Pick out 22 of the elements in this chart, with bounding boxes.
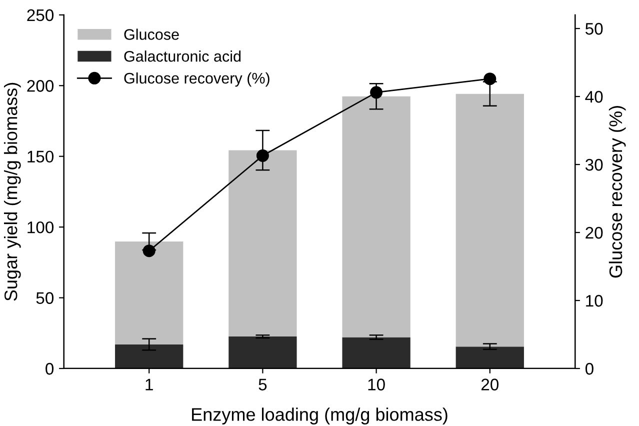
y-tick-label: 50 <box>36 292 54 304</box>
y-tick-label: 100 <box>28 221 54 234</box>
y-axis-title: Sugar yield (mg/g biomass) <box>4 82 21 301</box>
legend-label: Glucose <box>124 28 179 40</box>
y2-tick-label: 30 <box>585 158 603 171</box>
x-tick-label: 20 <box>481 378 499 390</box>
y2-tick-label: 40 <box>585 90 603 103</box>
y2-axis-title: Glucose recovery (%) <box>608 106 626 278</box>
legend-label: Galacturonic acid <box>124 50 241 62</box>
x-axis-title: Enzyme loading (mg/g biomass) <box>192 408 448 424</box>
x-tick-label: 1 <box>146 378 153 390</box>
legend-label: Glucose recovery (%) <box>124 72 270 87</box>
y-tick-label: 200 <box>27 80 54 92</box>
y2-tick-label: 50 <box>585 22 603 35</box>
y-tick-label: 150 <box>28 150 54 163</box>
y2-tick-label: 20 <box>586 226 603 239</box>
y2-tick-label: 0 <box>585 362 594 375</box>
x-tick-label: 5 <box>258 378 267 390</box>
y-tick-label: 250 <box>27 9 54 22</box>
y-tick-label: 0 <box>46 362 54 375</box>
y2-tick-label: 10 <box>586 294 603 307</box>
x-tick-label: 10 <box>368 378 385 390</box>
